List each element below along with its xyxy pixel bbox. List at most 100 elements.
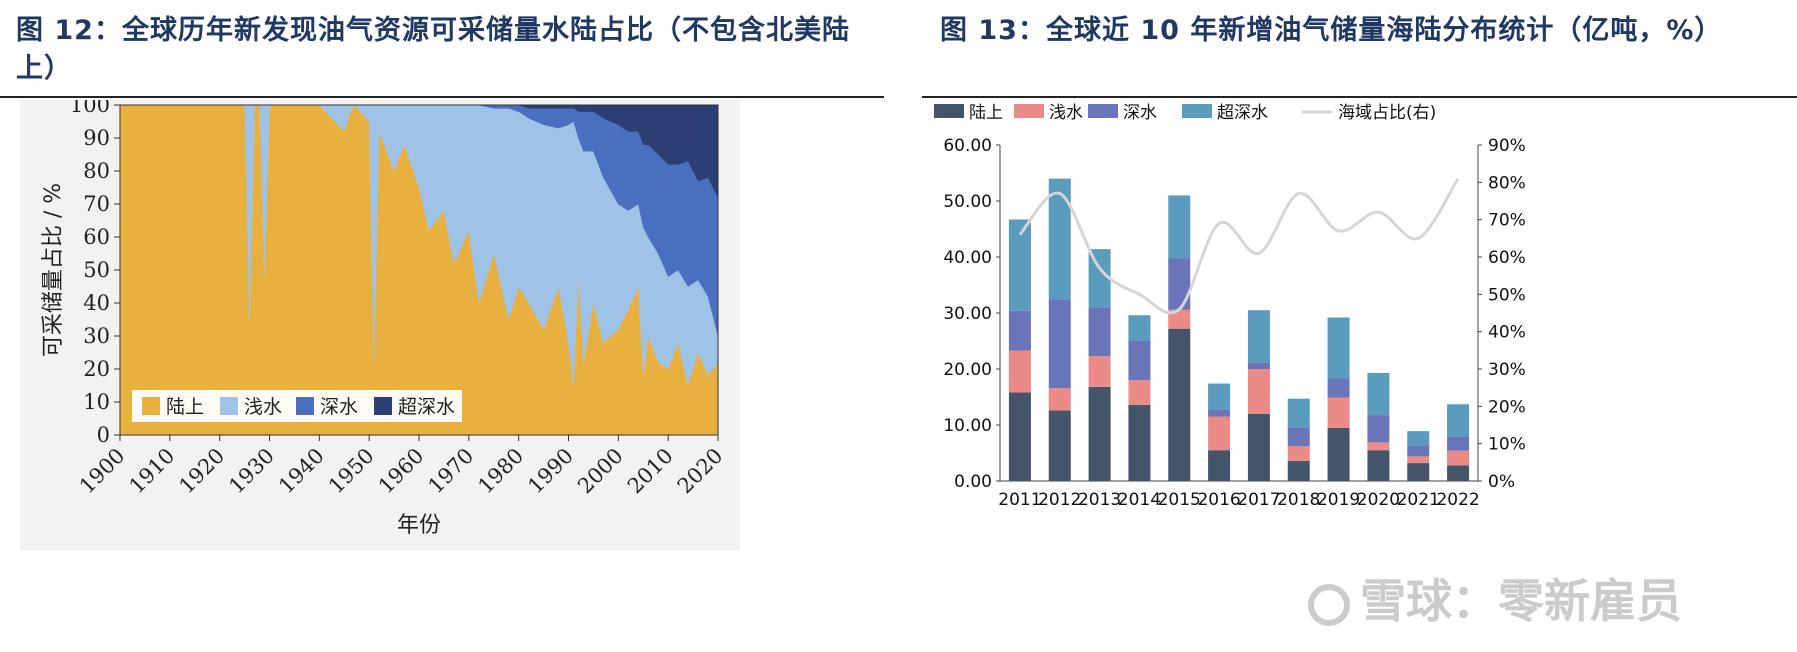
y-axis-title: 可采储量占比 / % — [41, 183, 66, 357]
legend-label-2: 浅水 — [244, 396, 282, 418]
x-tick-label: 2012 — [1038, 490, 1081, 510]
legend-swatch-3 — [296, 397, 314, 415]
x-tick-label: 2013 — [1078, 490, 1121, 510]
left-chart-title: 图 12：全球历年新发现油气资源可采储量水陆占比（不包含北美陆上） — [16, 15, 850, 84]
watermark-text: 雪球：零新雇员 — [1360, 574, 1682, 628]
bar-segment-2 — [1128, 380, 1151, 405]
bar-segment-1 — [1008, 392, 1031, 481]
y-tick-label: 30.00 — [943, 304, 992, 324]
y2-tick-label: 60% — [1488, 248, 1526, 268]
bar-segment-3 — [1048, 299, 1071, 389]
legend-swatch-1 — [142, 397, 160, 415]
legend-swatch-2 — [1014, 104, 1044, 118]
y2-tick-label: 80% — [1488, 173, 1526, 193]
bar-segment-2 — [1447, 450, 1470, 466]
y2-tick-label: 0% — [1488, 472, 1515, 492]
area-legend: 陆上 浅水 深水 超深水 — [132, 390, 462, 422]
bar-segment-2 — [1048, 388, 1071, 411]
x-tick-label: 2017 — [1237, 490, 1280, 510]
bar-segment-4 — [1407, 431, 1430, 446]
y-tick-label: 90 — [83, 126, 110, 150]
bar-segment-2 — [1407, 456, 1430, 464]
legend-label-5: 海域占比(右) — [1338, 103, 1436, 123]
legend-swatch-4 — [374, 397, 392, 415]
y-tick-label: 10.00 — [943, 416, 992, 436]
legend-label-1: 陆上 — [969, 103, 1003, 123]
legend-label-4: 超深水 — [398, 396, 455, 418]
y-tick-label: 40 — [83, 291, 110, 315]
x-axis-title: 年份 — [397, 513, 441, 538]
y-tick-label: 20 — [83, 357, 110, 381]
bar-segment-3 — [1327, 378, 1350, 398]
right-title-divider — [922, 96, 1797, 98]
bar-legend: 陆上 浅水 深水 超深水 海域占比(右) — [934, 103, 1436, 123]
bar-segment-4 — [1287, 398, 1310, 428]
y2-tick-label: 70% — [1488, 211, 1526, 231]
bar-segment-2 — [1327, 397, 1350, 428]
y-tick-label: 40.00 — [943, 248, 992, 268]
bar-segment-1 — [1327, 427, 1350, 481]
y2-tick-label: 10% — [1488, 435, 1526, 455]
bar-segment-2 — [1367, 442, 1390, 451]
bar-segment-2 — [1208, 416, 1231, 451]
bar-segment-3 — [1407, 445, 1430, 457]
x-tick-label: 2015 — [1158, 490, 1201, 510]
bar-segment-2 — [1287, 446, 1310, 461]
bar-segment-4 — [1168, 195, 1191, 259]
bar-segment-1 — [1287, 460, 1310, 481]
bar-segment-1 — [1208, 450, 1231, 481]
y2-tick-label: 50% — [1488, 285, 1526, 305]
bar-segment-4 — [1367, 372, 1390, 416]
legend-swatch-3 — [1088, 104, 1118, 118]
y-tick-label: 50 — [83, 258, 110, 282]
y-tick-label: 50.00 — [943, 192, 992, 212]
y-tick-label: 100 — [70, 100, 110, 117]
bar-segment-1 — [1088, 386, 1111, 481]
bar-segment-2 — [1168, 309, 1191, 329]
bar-segment-3 — [1287, 427, 1310, 447]
bar-segment-1 — [1048, 410, 1071, 481]
bar-segment-4 — [1247, 310, 1270, 363]
bar-segment-4 — [1088, 249, 1111, 308]
bar-segment-2 — [1247, 369, 1270, 414]
y2-tick-label: 90% — [1488, 136, 1526, 156]
x-tick-label: 2016 — [1197, 490, 1240, 510]
legend-label-3: 深水 — [320, 396, 358, 418]
snowball-logo-icon — [1308, 583, 1350, 626]
x-tick-label: 2022 — [1436, 490, 1479, 510]
bar-segment-3 — [1247, 362, 1270, 369]
y-tick-label: 10 — [83, 390, 110, 414]
bar-segment-4 — [1327, 317, 1350, 379]
bar-segment-4 — [1128, 315, 1151, 341]
legend-swatch-4 — [1182, 104, 1212, 118]
bar-segment-2 — [1008, 350, 1031, 393]
bar-segment-1 — [1447, 465, 1470, 481]
bar-segment-4 — [1008, 219, 1031, 311]
y2-tick-label: 40% — [1488, 323, 1526, 343]
y-tick-label: 20.00 — [943, 360, 992, 380]
legend-label-1: 陆上 — [166, 396, 204, 418]
bar-segment-1 — [1168, 328, 1191, 481]
bar-segment-1 — [1128, 404, 1151, 481]
bar-segment-2 — [1088, 356, 1111, 387]
watermark: 雪球：零新雇员 — [1308, 565, 1682, 631]
y2-tick-label: 20% — [1488, 397, 1526, 417]
bar-line-chart: 0.00 10.00 20.00 30.00 40.00 50.00 60.00 0% 10% 2… — [934, 103, 1526, 510]
bar-segment-4 — [1447, 404, 1470, 437]
y-tick-label: 0 — [97, 423, 110, 447]
x-tick-label: 2019 — [1317, 490, 1360, 510]
bar-segment-3 — [1208, 409, 1231, 417]
right-chart-title: 图 13：全球近 10 年新增油气储量海陆分布统计（亿吨，%） — [940, 15, 1723, 46]
legend-label-2: 浅水 — [1049, 103, 1083, 123]
x-tick-label: 2018 — [1277, 490, 1320, 510]
bar-segment-3 — [1128, 341, 1151, 381]
bar-segment-3 — [1088, 307, 1111, 357]
bar-segment-4 — [1208, 383, 1231, 410]
line-series-sea-share — [1018, 177, 1460, 315]
y-tick-label: 80 — [83, 159, 110, 183]
y-tick-label: 70 — [83, 192, 110, 216]
area-chart: 0102030405060708090100190019101920193019… — [20, 100, 740, 550]
y-tick-label: 0.00 — [954, 472, 992, 492]
y-tick-label: 30 — [83, 324, 110, 348]
x-tick-label: 2020 — [1357, 490, 1400, 510]
